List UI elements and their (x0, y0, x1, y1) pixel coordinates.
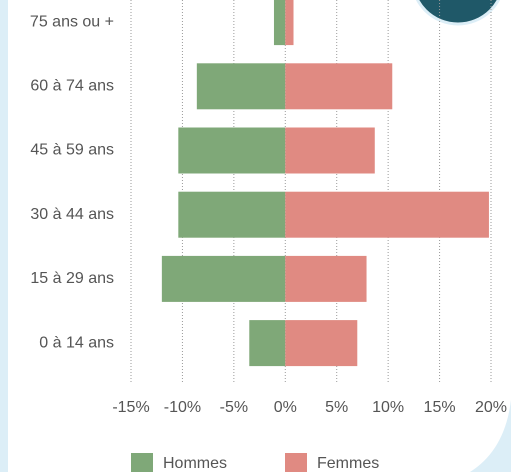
frame-strip (0, 0, 8, 472)
bar (285, 255, 367, 302)
bar (178, 191, 286, 238)
bar (285, 0, 294, 46)
y-tick-label: 75 ans ou + (30, 13, 114, 30)
bar (196, 63, 286, 110)
bar (273, 0, 286, 46)
y-tick-label: 45 à 59 ans (30, 142, 114, 159)
y-tick-label: 0 à 14 ans (39, 334, 114, 351)
bar (285, 63, 393, 110)
bar (285, 191, 489, 238)
bar (178, 127, 286, 174)
legend-swatch (131, 453, 153, 472)
legend-label: Femmes (317, 455, 379, 472)
bar (249, 320, 286, 367)
x-tick-label: 5% (325, 399, 348, 416)
x-tick-label: 20% (475, 399, 507, 416)
legend-label: Hommes (163, 455, 227, 472)
x-tick-label: -5% (220, 399, 248, 416)
bar (285, 320, 358, 367)
x-tick-label: 10% (372, 399, 404, 416)
y-tick-label: 30 à 44 ans (30, 206, 114, 223)
bar (285, 127, 375, 174)
x-tick-label: -10% (164, 399, 201, 416)
frame-corner (470, 400, 511, 472)
x-tick-label: 15% (424, 399, 456, 416)
y-tick-label: 15 à 29 ans (30, 270, 114, 287)
x-tick-label: -15% (112, 399, 149, 416)
legend-swatch (285, 453, 307, 472)
x-tick-label: 0% (274, 399, 297, 416)
bar (161, 255, 286, 302)
y-tick-label: 60 à 74 ans (30, 78, 114, 95)
decor-circle (415, 0, 501, 26)
